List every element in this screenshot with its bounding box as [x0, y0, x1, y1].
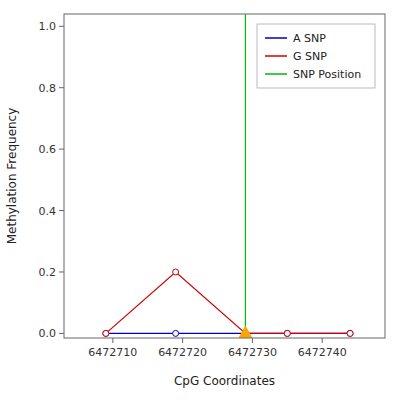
marker [284, 330, 290, 336]
legend-swatch [265, 55, 287, 57]
tick [112, 338, 113, 343]
vertical-line [245, 14, 246, 338]
legend-label: SNP Position [293, 68, 361, 81]
y-axis: 0.0 0.2 0.4 0.6 0.8 1.0 [39, 20, 65, 340]
marker [284, 330, 290, 336]
tick-label: 6472720 [158, 346, 207, 359]
legend-box [257, 24, 375, 88]
tick-label: 0.4 [39, 205, 57, 218]
tick [59, 210, 64, 211]
chart: 6472710 6472720 6472730 6472740 0.0 0.2 0.4 0.6… [0, 0, 400, 400]
x-axis: 6472710 6472720 6472730 6472740 [88, 338, 346, 359]
tick-label: 0.8 [39, 82, 57, 95]
marker [347, 330, 353, 336]
series [103, 269, 353, 336]
marker [103, 330, 109, 336]
tick-label: 0.0 [39, 327, 57, 340]
marker [239, 326, 252, 337]
legend-swatch [265, 37, 287, 39]
legend-label: G SNP [293, 50, 327, 63]
marker [173, 330, 179, 336]
tick [59, 26, 64, 27]
tick-label: 6472710 [88, 346, 137, 359]
tick-label: 6472730 [228, 346, 277, 359]
tick [59, 87, 64, 88]
x-axis-label: CpG Coordinates [174, 374, 275, 388]
tick-label: 1.0 [39, 20, 57, 33]
tick-label: 6472740 [298, 346, 347, 359]
tick-label: 0.2 [39, 266, 57, 279]
tick [59, 149, 64, 150]
legend-label: A SNP [293, 32, 326, 45]
tick-label: 0.6 [39, 143, 57, 156]
marker [103, 330, 109, 336]
series [239, 326, 252, 337]
tick [322, 338, 323, 343]
data-layer [103, 14, 353, 338]
marker [347, 330, 353, 336]
y-axis-label: Methylation Frequency [5, 108, 19, 245]
frame [64, 14, 385, 338]
series [245, 14, 246, 338]
legend: A SNP G SNP SNP Position [257, 24, 375, 88]
tick [252, 338, 253, 343]
marker [173, 269, 179, 275]
tick [182, 338, 183, 343]
line [106, 272, 350, 333]
legend-swatch [265, 73, 287, 75]
plot-area [64, 14, 385, 338]
tick [59, 333, 64, 334]
tick [59, 271, 64, 272]
